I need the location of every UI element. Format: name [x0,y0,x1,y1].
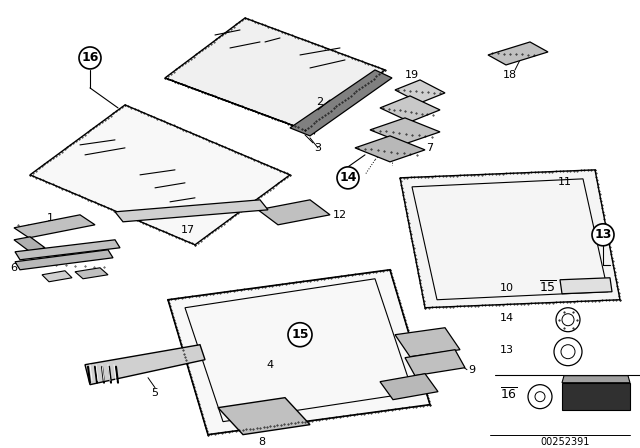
Text: 18: 18 [503,70,517,80]
Polygon shape [400,170,620,308]
Circle shape [554,338,582,366]
Polygon shape [15,240,120,260]
Polygon shape [395,328,460,357]
Circle shape [79,47,101,69]
Circle shape [528,385,552,409]
Polygon shape [395,80,445,103]
Polygon shape [14,215,95,238]
Circle shape [556,308,580,332]
Circle shape [592,224,614,246]
Polygon shape [75,268,108,279]
Text: 1: 1 [47,213,54,223]
Text: 9: 9 [468,365,475,375]
Polygon shape [85,345,205,385]
Text: 12: 12 [333,210,347,220]
Polygon shape [405,350,465,376]
Text: 19: 19 [405,70,419,80]
Circle shape [337,167,359,189]
Polygon shape [290,70,392,136]
Text: 6: 6 [10,263,17,273]
Polygon shape [355,136,425,162]
Text: $\overline{16}$: $\overline{16}$ [500,387,518,402]
Polygon shape [380,96,440,122]
Text: 17: 17 [181,225,195,235]
Polygon shape [115,200,268,222]
Polygon shape [168,270,430,435]
Text: 10: 10 [500,283,514,293]
Polygon shape [560,278,612,294]
Text: 5: 5 [152,388,159,398]
Polygon shape [185,279,413,422]
Text: 00252391: 00252391 [540,437,589,447]
Text: 14: 14 [339,171,356,184]
Polygon shape [30,105,290,245]
Text: $\overline{15}$: $\overline{15}$ [539,280,557,296]
Text: 14: 14 [500,313,514,323]
Text: 4: 4 [266,360,273,370]
Text: 13: 13 [595,228,612,241]
Polygon shape [370,118,440,144]
Polygon shape [165,78,315,134]
Polygon shape [380,374,438,400]
Polygon shape [218,398,310,435]
Polygon shape [165,18,385,130]
Polygon shape [488,42,548,65]
Polygon shape [15,250,113,270]
Polygon shape [14,237,45,252]
Polygon shape [562,383,630,409]
Text: 3: 3 [314,143,321,153]
Polygon shape [412,179,608,300]
Polygon shape [42,271,72,282]
Text: 11: 11 [558,177,572,187]
Text: 15: 15 [291,328,308,341]
Text: 16: 16 [81,52,99,65]
Text: 2: 2 [316,97,324,107]
Text: 8: 8 [259,437,266,447]
Circle shape [288,323,312,347]
Polygon shape [562,376,630,383]
Text: 7: 7 [426,143,433,153]
Text: 13: 13 [500,345,514,355]
Polygon shape [258,200,330,225]
